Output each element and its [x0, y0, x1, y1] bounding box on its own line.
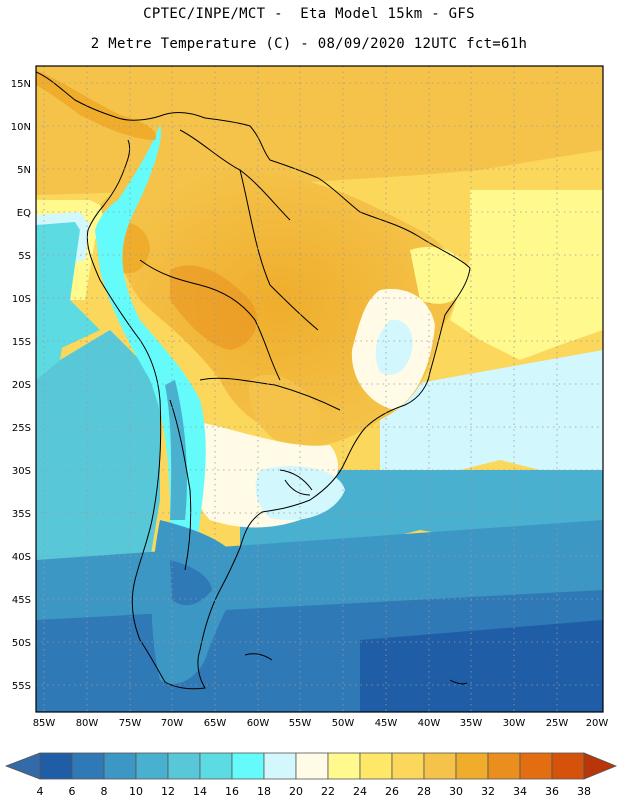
lon-label: 35W: [460, 718, 483, 729]
field-atlantic-pale: [380, 350, 603, 480]
colorbar-over-arrow: [583, 752, 618, 780]
colorbar-cell: [455, 752, 489, 780]
colorbar-label: 8: [101, 785, 108, 798]
lat-label: 15N: [11, 79, 31, 90]
field-central-america: [36, 70, 156, 140]
field-andes-coldest: [165, 380, 187, 520]
colorbar-cell: [263, 752, 297, 780]
field-patagonia: [151, 520, 245, 684]
field-patagonia-cold: [170, 560, 212, 606]
lat-label: 20S: [12, 380, 31, 391]
colorbar-under-arrow: [4, 752, 41, 780]
lon-label: 70W: [161, 718, 184, 729]
colorbar-label: 36: [545, 785, 559, 798]
lon-label: 40W: [418, 718, 441, 729]
colorbar-label: 20: [289, 785, 303, 798]
colorbar-label: 24: [353, 785, 367, 798]
colorbar-label: 26: [385, 785, 399, 798]
colorbar-cell: [327, 752, 361, 780]
colorbar-label: 12: [161, 785, 175, 798]
graticule: [36, 66, 603, 712]
colorbar-label: 38: [577, 785, 591, 798]
colorbar-label: 28: [417, 785, 431, 798]
colorbar-cell: [551, 752, 585, 780]
lon-label: 20W: [586, 718, 609, 729]
lon-label: 45W: [375, 718, 398, 729]
lat-label: 10S: [12, 294, 31, 305]
lat-label: 5S: [18, 251, 31, 262]
colorbar-cell: [199, 752, 233, 780]
lat-label: 15S: [12, 337, 31, 348]
colorbar: 4 6 8 10 12 14 16 18 20 22 24 26 28 30 3…: [4, 752, 618, 798]
colorbar-label: 30: [449, 785, 463, 798]
longitude-labels: 85W 80W 75W 70W 65W 60W 55W 50W 45W 40W …: [33, 718, 609, 729]
lat-label: 30S: [12, 466, 31, 477]
colorbar-cells: [39, 752, 585, 780]
colorbar-cell: [391, 752, 425, 780]
colorbar-label: 6: [69, 785, 76, 798]
latitude-labels: 15N 10N 5N EQ 5S 10S 15S 20S 25S 30S 35S…: [11, 79, 31, 692]
colorbar-cell: [71, 752, 105, 780]
colorbar-label: 14: [193, 785, 207, 798]
field-pacific-cyan-2: [36, 300, 100, 360]
map-title-line-1: CPTEC/INPE/MCT - Eta Model 15km - GFS: [143, 6, 475, 22]
colorbar-cell: [39, 752, 73, 780]
field-paraguay-warm: [248, 374, 321, 444]
colorbar-cell: [103, 752, 137, 780]
field-bolivia-hot: [170, 265, 258, 350]
colorbar-label: 18: [257, 785, 271, 798]
lon-label: 75W: [119, 718, 142, 729]
field-ne-brazil: [410, 246, 470, 304]
lon-label: 25W: [546, 718, 569, 729]
lon-label: 55W: [289, 718, 312, 729]
lat-label: 40S: [12, 552, 31, 563]
colorbar-label: 16: [225, 785, 239, 798]
map-title-line-2: 2 Metre Temperature (C) - 08/09/2020 12U…: [90, 36, 528, 52]
field-southern-coldest: [360, 620, 603, 712]
lat-label: 25S: [12, 423, 31, 434]
colorbar-label: 4: [37, 785, 44, 798]
colorbar-cell: [423, 752, 457, 780]
colorbar-cell: [135, 752, 169, 780]
colorbar-cell: [231, 752, 265, 780]
lon-label: 50W: [332, 718, 355, 729]
colorbar-labels: 4 6 8 10 12 14 16 18 20 22 24 26 28 30 3…: [37, 785, 592, 798]
colorbar-label: 22: [321, 785, 335, 798]
colorbar-cell: [295, 752, 329, 780]
field-caribbean-warm: [36, 66, 603, 195]
colorbar-label: 10: [129, 785, 143, 798]
colorbar-cell: [359, 752, 393, 780]
field-pacific-teal: [36, 330, 160, 560]
colorbar-cell: [487, 752, 521, 780]
lon-label: 60W: [247, 718, 270, 729]
lat-label: 5N: [17, 165, 31, 176]
lon-label: 30W: [503, 718, 526, 729]
lon-label: 80W: [76, 718, 99, 729]
lon-label: 85W: [33, 718, 56, 729]
field-atlantic-yellow: [450, 190, 603, 360]
lat-label: EQ: [17, 208, 31, 219]
colorbar-cell: [167, 752, 201, 780]
field-highlands-cool: [375, 319, 413, 375]
lat-label: 35S: [12, 509, 31, 520]
lon-label: 65W: [204, 718, 227, 729]
lat-label: 45S: [12, 595, 31, 606]
colorbar-label: 34: [513, 785, 527, 798]
lat-label: 55S: [12, 681, 31, 692]
colorbar-label: 32: [481, 785, 495, 798]
lat-label: 50S: [12, 638, 31, 649]
map-frame: [35, 65, 604, 713]
coastlines: [36, 71, 471, 690]
colorbar-cell: [519, 752, 553, 780]
temperature-field: [36, 66, 603, 712]
lat-label: 10N: [11, 122, 31, 133]
